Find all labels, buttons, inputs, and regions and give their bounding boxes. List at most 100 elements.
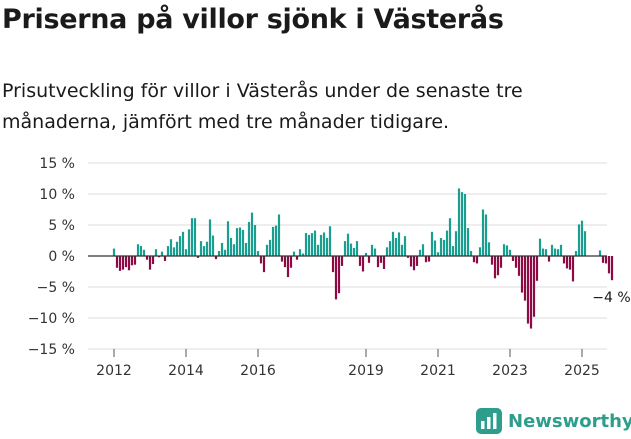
bar xyxy=(544,249,548,256)
bar xyxy=(415,256,419,266)
bar xyxy=(475,256,479,264)
bar xyxy=(577,224,581,256)
bar xyxy=(316,244,320,256)
bar xyxy=(442,239,446,256)
bar xyxy=(268,239,272,256)
bar xyxy=(175,241,179,256)
bar xyxy=(349,243,353,256)
bar xyxy=(466,228,470,256)
bar xyxy=(394,238,398,256)
bar xyxy=(526,256,530,324)
bar xyxy=(364,252,368,256)
bar xyxy=(193,218,197,256)
bar xyxy=(568,256,572,270)
bar xyxy=(355,241,359,256)
bar xyxy=(205,241,209,256)
bar xyxy=(220,242,224,256)
bar xyxy=(292,251,296,256)
bar xyxy=(496,256,500,276)
x-axis: 2012 2014 2016 2019 2021 2023 2025 xyxy=(96,349,600,379)
bar xyxy=(211,235,215,256)
bar xyxy=(424,256,428,263)
bar xyxy=(241,229,245,256)
bar xyxy=(451,246,455,256)
bar xyxy=(556,249,560,256)
bar xyxy=(145,256,149,260)
bar xyxy=(334,256,338,300)
bar xyxy=(406,256,410,258)
bar xyxy=(259,256,263,264)
y-axis-tick-labels: 15 % 10 % 5 % 0 % −5 % −10 % −15 % xyxy=(28,156,75,358)
bar xyxy=(187,229,191,256)
bar xyxy=(112,248,116,256)
bar xyxy=(508,249,512,256)
bar xyxy=(124,256,128,268)
bar xyxy=(133,256,137,265)
bar xyxy=(166,246,170,256)
bar xyxy=(340,256,344,266)
bar xyxy=(574,251,578,256)
bar xyxy=(610,256,614,281)
bar xyxy=(265,244,269,256)
bar xyxy=(319,234,323,256)
bar xyxy=(427,256,431,262)
bar xyxy=(184,249,188,256)
bar xyxy=(298,249,302,256)
bar xyxy=(382,256,386,270)
bar xyxy=(445,230,449,256)
bar xyxy=(409,256,413,267)
bar xyxy=(490,256,494,265)
bar xyxy=(130,256,134,266)
bar xyxy=(151,256,155,265)
x-tick-label: 2019 xyxy=(348,363,384,379)
bar xyxy=(196,256,200,258)
bar xyxy=(172,247,176,256)
bar xyxy=(520,256,524,293)
bar xyxy=(322,232,326,256)
bar xyxy=(343,241,347,256)
bar-series xyxy=(112,188,614,329)
bar xyxy=(373,248,377,256)
bar xyxy=(397,232,401,256)
bar xyxy=(262,256,266,273)
bar xyxy=(454,231,458,256)
bar xyxy=(142,249,146,256)
y-tick-label: 5 % xyxy=(48,218,75,234)
bar xyxy=(541,248,545,256)
bar xyxy=(208,219,212,256)
bar xyxy=(337,256,341,294)
bar xyxy=(412,256,416,271)
bar xyxy=(226,221,230,256)
bar xyxy=(160,251,164,256)
chart-title: Priserna på villor sjönk i Västerås xyxy=(2,4,504,35)
bar xyxy=(418,249,422,256)
bar xyxy=(307,234,311,256)
bar xyxy=(154,249,158,256)
bar xyxy=(511,256,515,261)
bar xyxy=(277,214,281,256)
bar xyxy=(169,239,173,256)
bar xyxy=(247,221,251,256)
bar xyxy=(538,238,542,256)
bar xyxy=(529,256,533,329)
bar xyxy=(331,256,335,273)
bar xyxy=(448,218,452,256)
bar xyxy=(157,256,161,258)
bar xyxy=(505,245,509,256)
bar xyxy=(607,256,611,274)
brand: Newsworthy xyxy=(476,406,631,436)
bar xyxy=(244,242,248,256)
y-tick-label: −15 % xyxy=(28,342,75,358)
bar xyxy=(487,242,491,256)
bar xyxy=(178,236,182,256)
bar xyxy=(484,214,488,256)
bar xyxy=(601,256,605,263)
bar xyxy=(199,241,203,256)
bar xyxy=(289,256,293,268)
bar xyxy=(301,253,305,256)
bar xyxy=(202,246,206,256)
bar xyxy=(535,256,539,281)
bar xyxy=(439,238,443,256)
bar xyxy=(604,256,608,264)
bar xyxy=(328,226,332,256)
